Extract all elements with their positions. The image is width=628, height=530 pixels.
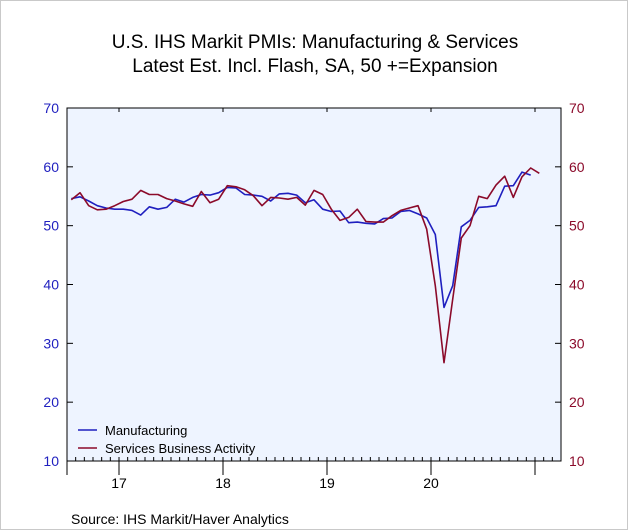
- y-tick-label-left: 10: [43, 453, 59, 469]
- y-tick-label-right: 60: [569, 159, 585, 175]
- y-tick-label-left: 40: [43, 277, 59, 293]
- legend-label: Manufacturing: [105, 423, 187, 438]
- chart-subtitle: Latest Est. Incl. Flash, SA, 50 +=Expans…: [132, 56, 498, 77]
- chart-source: Source: IHS Markit/Haver Analytics: [71, 511, 289, 527]
- y-tick-label-left: 20: [43, 394, 59, 410]
- series-line-services: [70, 167, 540, 364]
- y-tick-label-right: 20: [569, 394, 585, 410]
- legend-label: Services Business Activity: [105, 441, 256, 456]
- y-tick-label-right: 40: [569, 277, 585, 293]
- plot-background: [66, 107, 562, 462]
- y-tick-label-left: 50: [43, 218, 59, 234]
- y-tick-label-right: 50: [569, 218, 585, 234]
- y-tick-label-left: 30: [43, 335, 59, 351]
- y-tick-label-left: 60: [43, 159, 59, 175]
- chart-title: U.S. IHS Markit PMIs: Manufacturing & Se…: [111, 32, 519, 53]
- x-tick-label: 19: [319, 475, 335, 491]
- x-tick-label: 18: [215, 475, 231, 491]
- series-line-manufacturing: [71, 171, 531, 309]
- y-tick-label-right: 30: [569, 335, 585, 351]
- y-tick-label-right: 70: [569, 100, 585, 116]
- y-tick-label-right: 10: [569, 453, 585, 469]
- x-tick-label: 17: [111, 475, 127, 491]
- x-tick-label: 20: [423, 475, 439, 491]
- y-tick-label-left: 70: [43, 100, 59, 116]
